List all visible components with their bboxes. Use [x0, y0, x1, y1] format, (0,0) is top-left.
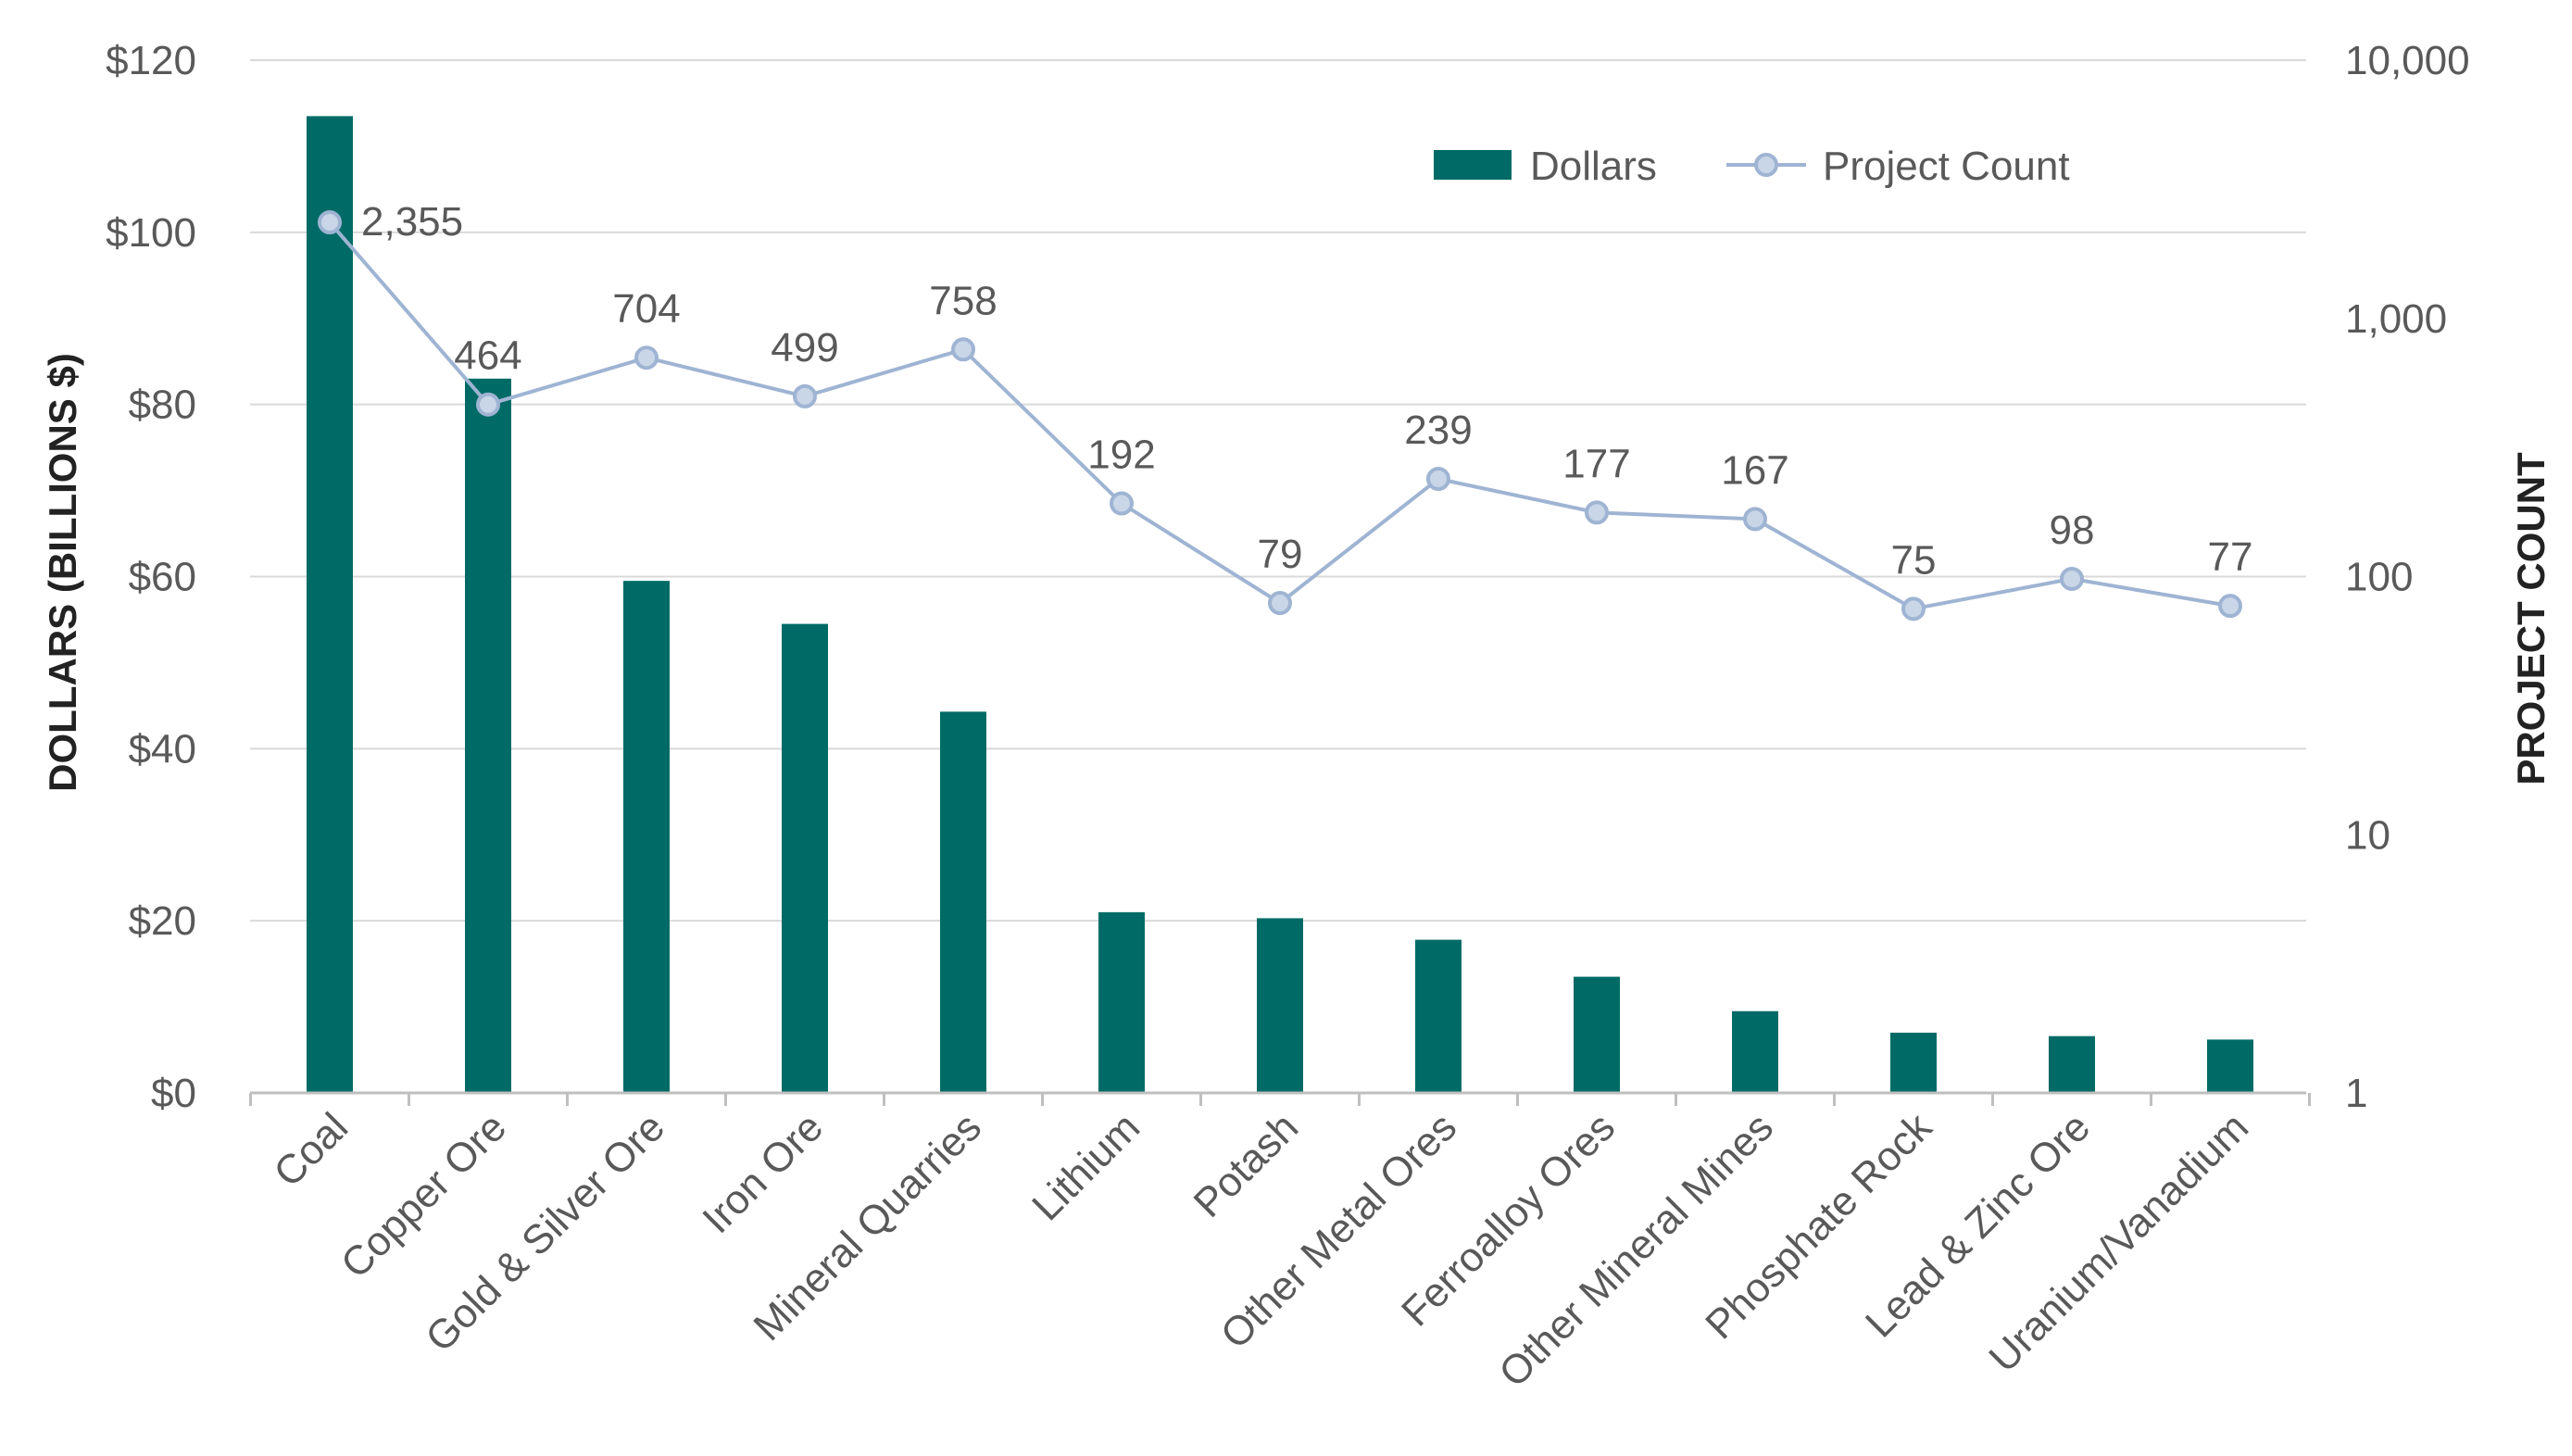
- project-count-data-label: 192: [1087, 433, 1155, 478]
- category-label: Other Mineral Mines: [1490, 1104, 1782, 1396]
- category-label: Lithium: [1023, 1104, 1148, 1229]
- project-count-point: [951, 337, 975, 362]
- category-label: Potash: [1186, 1104, 1308, 1226]
- y-tick-label: $60: [129, 555, 196, 600]
- legend: Dollars Project Count: [1434, 144, 2070, 189]
- project-count-labels: 2,355 464 704 499 758 192 79 239 177 167 75 98 77: [361, 199, 2252, 583]
- project-count-point: [476, 392, 500, 417]
- project-count-data-label: 77: [2208, 534, 2253, 580]
- y-tick-label: $0: [151, 1071, 196, 1116]
- category-label: Coal: [265, 1104, 357, 1196]
- project-count-point: [2060, 566, 2084, 591]
- gridlines: [250, 59, 2306, 923]
- project-count-data-label: 2,355: [361, 199, 463, 245]
- project-count-point: [318, 210, 342, 235]
- project-count-data-label: 499: [771, 325, 838, 370]
- project-count-data-label: 75: [1891, 537, 1937, 583]
- category-label: Iron Ore: [694, 1104, 832, 1242]
- left-axis-ticks: $0 $20 $40 $60 $80 $100 $120: [106, 38, 196, 1116]
- bar-dollars: [1257, 918, 1303, 1093]
- project-count-data-label: 704: [612, 286, 680, 332]
- bar-dollars: [1415, 939, 1462, 1093]
- project-count-data-label: 464: [454, 333, 521, 379]
- y-axis-title: DOLLARS (BILLIONS $): [41, 353, 84, 792]
- project-count-point: [1426, 467, 1450, 492]
- y2-tick-label: 1,000: [2345, 296, 2447, 342]
- project-count-data-label: 177: [1562, 441, 1630, 486]
- project-count-point: [1585, 500, 1609, 525]
- legend-project-count-label: Project Count: [1823, 144, 2070, 189]
- project-count-data-label: 758: [929, 278, 997, 323]
- bar-dollars: [1574, 976, 1620, 1093]
- bar-dollars: [2049, 1036, 2095, 1093]
- project-count-data-label: 167: [1721, 447, 1788, 493]
- y2-tick-label: 100: [2345, 555, 2413, 600]
- bar-dollars: [465, 378, 511, 1094]
- project-count-point: [2218, 594, 2242, 619]
- y-tick-label: $80: [129, 383, 196, 428]
- project-count-point: [793, 383, 817, 408]
- bar-dollars: [307, 116, 353, 1093]
- project-count-data-label: 98: [2050, 508, 2095, 553]
- y-tick-label: $120: [106, 38, 196, 83]
- bar-dollars: [782, 623, 828, 1093]
- dollars-bars: [307, 116, 2253, 1094]
- project-count-line: [318, 210, 2242, 621]
- bar-dollars: [1098, 911, 1145, 1093]
- bar-dollars: [1890, 1032, 1937, 1093]
- category-label: Uranium/Vanadium: [1980, 1104, 2257, 1381]
- bar-dollars: [1732, 1010, 1778, 1093]
- y2-tick-label: 10,000: [2345, 38, 2470, 83]
- y2-tick-label: 10: [2345, 812, 2390, 858]
- bar-dollars: [623, 581, 670, 1093]
- y2-axis-title: PROJECT COUNT: [2509, 452, 2553, 785]
- legend-dollars-swatch: [1434, 150, 1512, 180]
- legend-project-count-marker: [1754, 153, 1778, 177]
- project-count-data-label: 239: [1404, 408, 1472, 453]
- y2-tick-label: 1: [2345, 1071, 2367, 1116]
- y-tick-label: $40: [129, 726, 196, 772]
- project-count-data-label: 79: [1258, 532, 1303, 577]
- project-count-point: [634, 345, 659, 370]
- bar-dollars: [940, 711, 986, 1093]
- y-tick-label: $100: [106, 210, 196, 256]
- bar-dollars: [2207, 1039, 2253, 1093]
- right-axis-ticks: 1 10 100 1,000 10,000: [2345, 38, 2470, 1116]
- y-tick-label: $20: [129, 898, 196, 944]
- x-axis: [249, 1091, 2311, 1106]
- project-count-point: [1110, 491, 1134, 516]
- project-count-point: [1901, 596, 1926, 621]
- project-count-point: [1743, 507, 1767, 532]
- project-count-point: [1268, 591, 1292, 616]
- legend-dollars-label: Dollars: [1530, 144, 1657, 189]
